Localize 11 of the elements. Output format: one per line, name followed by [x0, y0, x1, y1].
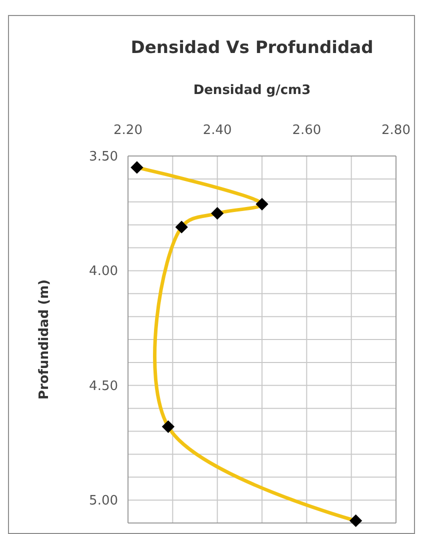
y-tick-label: 4.00 [89, 264, 118, 280]
y-tick-label: 3.50 [89, 150, 118, 165]
x-tick-label: 2.80 [382, 123, 410, 138]
chart-title: Densidad Vs Profundidad [130, 38, 374, 58]
x-tick-label: 2.40 [202, 123, 232, 138]
y-tick-label: 5.00 [89, 494, 118, 509]
y-tick-label: 4.50 [89, 378, 118, 394]
x-tick-label: 2.60 [292, 123, 322, 138]
x-tick-label: 2.20 [114, 123, 142, 138]
x-axis-title: Densidad g/cm3 [193, 83, 311, 98]
y-axis-title: Profundidad (m) [37, 279, 52, 400]
